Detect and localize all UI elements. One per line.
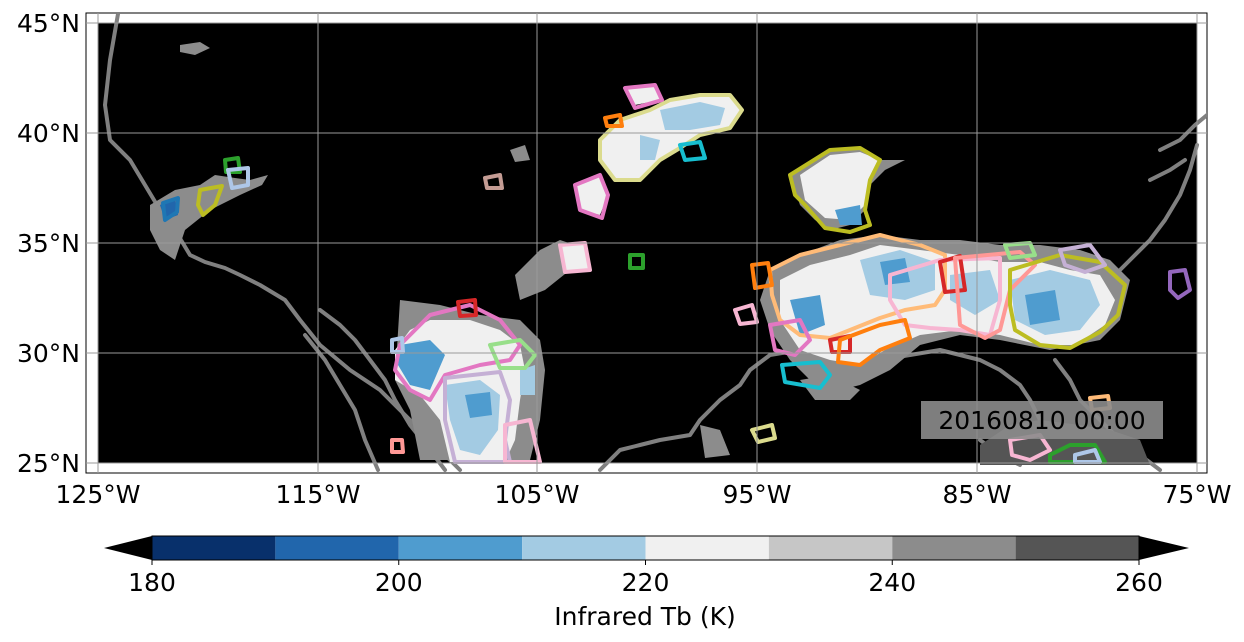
colorbar: 180 200 220 240 260 Infrared Tb (K) [104,535,1189,631]
x-tick-label: 85°W [942,480,1011,509]
y-tick-labels: 25°N 30°N 35°N 40°N 45°N [17,9,80,478]
colorbar-segment [1015,536,1139,560]
colorbar-tick-label: 240 [868,568,916,597]
colorbar-segment [892,536,1016,560]
gridlines [86,13,1207,473]
timestamp-box: 20160810 00:00 [921,401,1163,439]
timestamp-label: 20160810 00:00 [938,406,1145,435]
x-tick-label: 75°W [1162,480,1231,509]
x-tick-label: 115°W [276,480,361,509]
x-tick-label: 125°W [56,480,141,509]
y-tick-label: 30°N [17,339,80,368]
colorbar-tick-label: 180 [128,568,176,597]
colorbar-tick-label: 200 [375,568,423,597]
map-content: 20160810 00:00 [86,13,1207,473]
x-tick-label: 105°W [495,480,580,509]
x-tick-label: 95°W [722,480,791,509]
x-tick-labels: 125°W 115°W 105°W 95°W 85°W 75°W [56,480,1232,509]
y-tick-label: 45°N [17,9,80,38]
colorbar-over-extension [1139,536,1189,560]
colorbar-tick-label: 220 [622,568,670,597]
colorbar-segment [152,536,276,560]
y-tick-label: 25°N [17,449,80,478]
colorbar-segment [768,536,893,560]
colorbar-under-extension [104,536,152,560]
colorbar-tick-label: 260 [1115,568,1163,597]
colorbar-segments [152,536,1139,560]
colorbar-segment [275,536,399,560]
y-tick-label: 40°N [17,119,80,148]
colorbar-segment [522,536,646,560]
y-tick-label: 35°N [17,229,80,258]
colorbar-ticks: 180 200 220 240 260 [128,560,1163,597]
colorbar-segment [398,536,523,560]
colorbar-title: Infrared Tb (K) [554,602,736,631]
colorbar-segment [645,536,769,560]
tracked-cell-outlines [161,83,1192,464]
